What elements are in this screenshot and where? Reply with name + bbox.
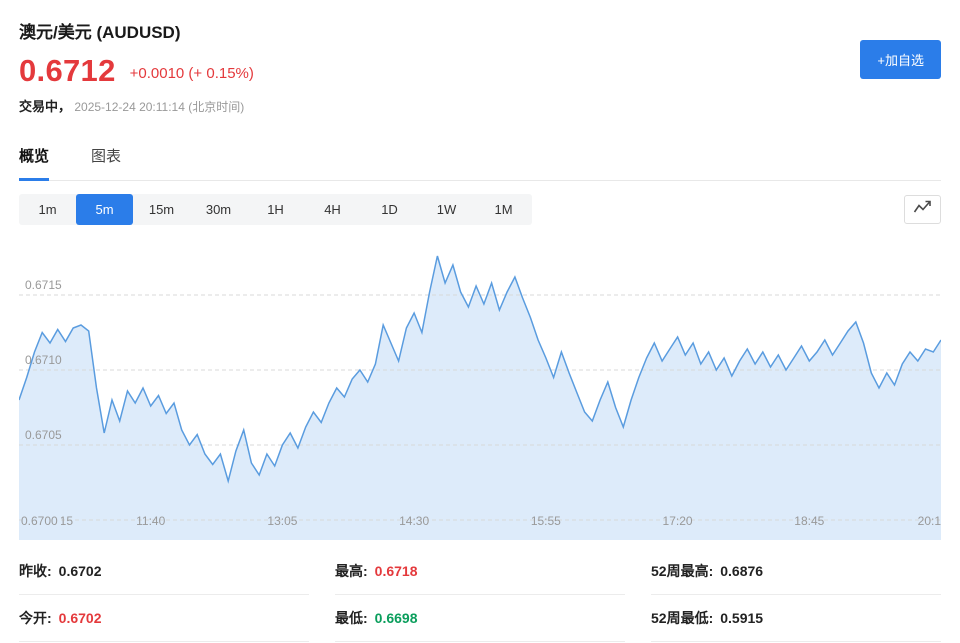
stat-label: 52周最高: — [651, 563, 714, 579]
timeframe-1m[interactable]: 1m — [38, 202, 57, 217]
stat-52w-high: 52周最高: 0.6876 — [651, 548, 941, 595]
x-axis-label: 10:15 — [43, 514, 74, 528]
stat-label: 昨收: — [19, 563, 52, 579]
trading-status-label: 交易中， — [19, 99, 72, 114]
stat-high: 最高: 0.6718 — [335, 548, 625, 595]
stat-value: 0.6702 — [58, 610, 102, 626]
stat-52w-low: 52周最低: 0.5915 — [651, 595, 941, 642]
stat-value: 0.6718 — [374, 563, 418, 579]
x-axis-label: 20:1 — [917, 514, 941, 528]
trading-status: 交易中， 2025-12-24 20:11:14 (北京时间) — [19, 96, 941, 115]
stats-grid: 昨收: 0.6702 最高: 0.6718 52周最高: 0.6876 今开: … — [19, 548, 941, 642]
stat-label: 最低: — [335, 610, 368, 626]
current-price: 0.6712 — [19, 53, 116, 88]
timeframe-1mo[interactable]: 1M — [494, 202, 513, 217]
x-axis-label: 18:45 — [794, 514, 825, 528]
chart-toolbar: 1m 5m 15m 30m 1H 4H 1D 1W 1M — [19, 194, 941, 225]
stat-value: 0.6876 — [720, 563, 764, 579]
x-axis-label: 13:05 — [267, 514, 298, 528]
area-series — [19, 256, 941, 540]
trading-status-time: 2025-12-24 20:11:14 (北京时间) — [74, 100, 245, 114]
tab-bar: 概览 图表 — [19, 145, 941, 181]
timeframe-15m[interactable]: 15m — [148, 202, 175, 217]
x-axis-label: 11:40 — [136, 514, 166, 528]
timeframe-1d[interactable]: 1D — [381, 202, 398, 217]
x-axis-label: 17:20 — [662, 514, 693, 528]
timeframe-5m[interactable]: 5m — [76, 194, 133, 225]
line-series — [19, 255, 941, 484]
price-row: 0.6712 +0.0010 (+ 0.15%) — [19, 53, 941, 89]
timeframe-1h[interactable]: 1H — [267, 202, 284, 217]
stat-open: 今开: 0.6702 — [19, 595, 309, 642]
stat-value: 0.6698 — [374, 610, 418, 626]
tab-chart[interactable]: 图表 — [91, 148, 122, 165]
stat-label: 今开: — [19, 610, 52, 626]
stat-label: 52周最低: — [651, 610, 714, 626]
stat-label: 最高: — [335, 563, 368, 579]
price-change: +0.0010 (+ 0.15%) — [129, 65, 254, 82]
page-title: 澳元/美元 (AUDUSD) — [19, 23, 181, 42]
timeframe-selector: 1m 5m 15m 30m 1H 4H 1D 1W 1M — [19, 194, 532, 225]
stat-value: 0.6702 — [58, 563, 102, 579]
stat-value: 0.5915 — [720, 610, 764, 626]
quote-header: 澳元/美元 (AUDUSD) 0.6712 +0.0010 (+ 0.15%) … — [19, 0, 941, 115]
timeframe-30m[interactable]: 30m — [205, 202, 232, 217]
stat-low: 最低: 0.6698 — [335, 595, 625, 642]
chart-type-button[interactable] — [904, 195, 941, 224]
line-chart-icon — [913, 199, 933, 220]
x-axis-label: 14:30 — [399, 514, 430, 528]
tab-overview[interactable]: 概览 — [19, 145, 50, 181]
stat-prev-close: 昨收: 0.6702 — [19, 548, 309, 595]
timeframe-4h[interactable]: 4H — [324, 202, 341, 217]
price-area-chart — [19, 255, 941, 540]
x-axis: 10:15 11:40 13:05 14:30 15:55 17:20 18:45 20:1 — [19, 514, 941, 530]
add-watchlist-button[interactable]: +加自选 — [860, 40, 941, 79]
price-chart[interactable]: 10:15 11:40 13:05 14:30 15:55 17:20 18:45 20:1 … — [19, 230, 941, 540]
x-axis-label: 15:55 — [530, 514, 561, 528]
timeframe-1w[interactable]: 1W — [436, 202, 457, 217]
